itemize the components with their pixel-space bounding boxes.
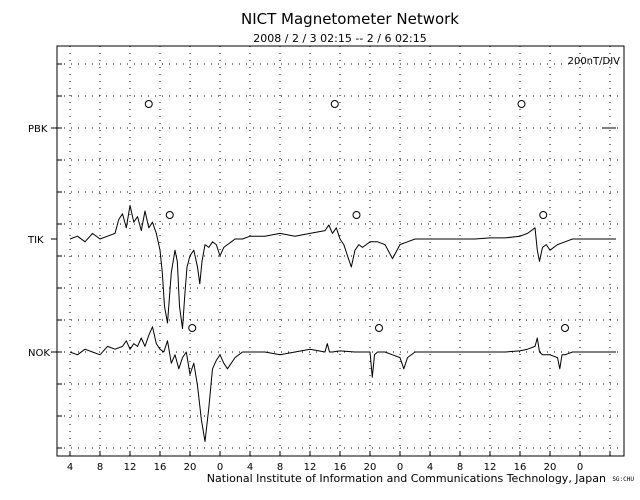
x-tick-labels: 4 8 12 16 20 0 4 8 12 16 20 0 4 8 12 16 20 0 <box>67 462 583 473</box>
x-tick-label: 8 <box>97 462 103 473</box>
plot-frame <box>56 45 625 457</box>
chart-title: NICT Magnetometer Network <box>240 10 459 28</box>
x-tick-label: 16 <box>514 462 527 473</box>
x-tick-label: 8 <box>457 462 463 473</box>
grid <box>57 46 624 456</box>
midnight-marker-nok <box>188 324 197 332</box>
x-tick-label: 12 <box>304 462 317 473</box>
station-labels: PBK TIK NOK <box>27 124 616 359</box>
station-label-tik: TIK <box>27 235 44 246</box>
x-tick-label: 20 <box>184 462 197 473</box>
scale-label: 200nT/DIV <box>568 56 621 67</box>
chart-footer: National Institute of Information and Co… <box>206 472 606 485</box>
midnight-marker-tik <box>539 211 548 219</box>
x-tick-label: 4 <box>427 462 433 473</box>
midnight-marker-pbk <box>517 100 526 108</box>
x-tick-label: 16 <box>334 462 347 473</box>
corner-code: SG:CHU <box>612 476 634 483</box>
midnight-marker-pbk <box>144 100 153 108</box>
chart-subtitle: 2008 / 2 / 3 02:15 -- 2 / 6 02:15 <box>253 32 427 45</box>
x-tick-label: 0 <box>577 462 583 473</box>
x-tick-label: 8 <box>277 462 283 473</box>
series-line-tik <box>69 204 610 330</box>
series <box>69 204 610 443</box>
x-tick-label: 12 <box>124 462 137 473</box>
midnight-marker-pbk <box>330 100 339 108</box>
station-label-pbk: PBK <box>28 124 48 135</box>
x-tick-label: 20 <box>544 462 557 473</box>
x-tick-label: 4 <box>67 462 73 473</box>
series-line-nok <box>69 326 610 443</box>
x-tick-label: 4 <box>247 462 253 473</box>
midnight-marker-nok <box>561 324 569 332</box>
x-tick-label: 16 <box>154 462 167 473</box>
x-tick-label: 12 <box>484 462 497 473</box>
x-tick-label: 0 <box>217 462 223 473</box>
midnight-marker-nok <box>375 324 383 332</box>
x-tick-label: 20 <box>364 462 377 473</box>
midnight-marker-tik <box>352 211 361 219</box>
station-label-nok: NOK <box>28 348 50 359</box>
midnight-marker-tik <box>165 211 174 219</box>
x-tick-label: 0 <box>397 462 403 473</box>
midnight-markers <box>144 100 569 332</box>
